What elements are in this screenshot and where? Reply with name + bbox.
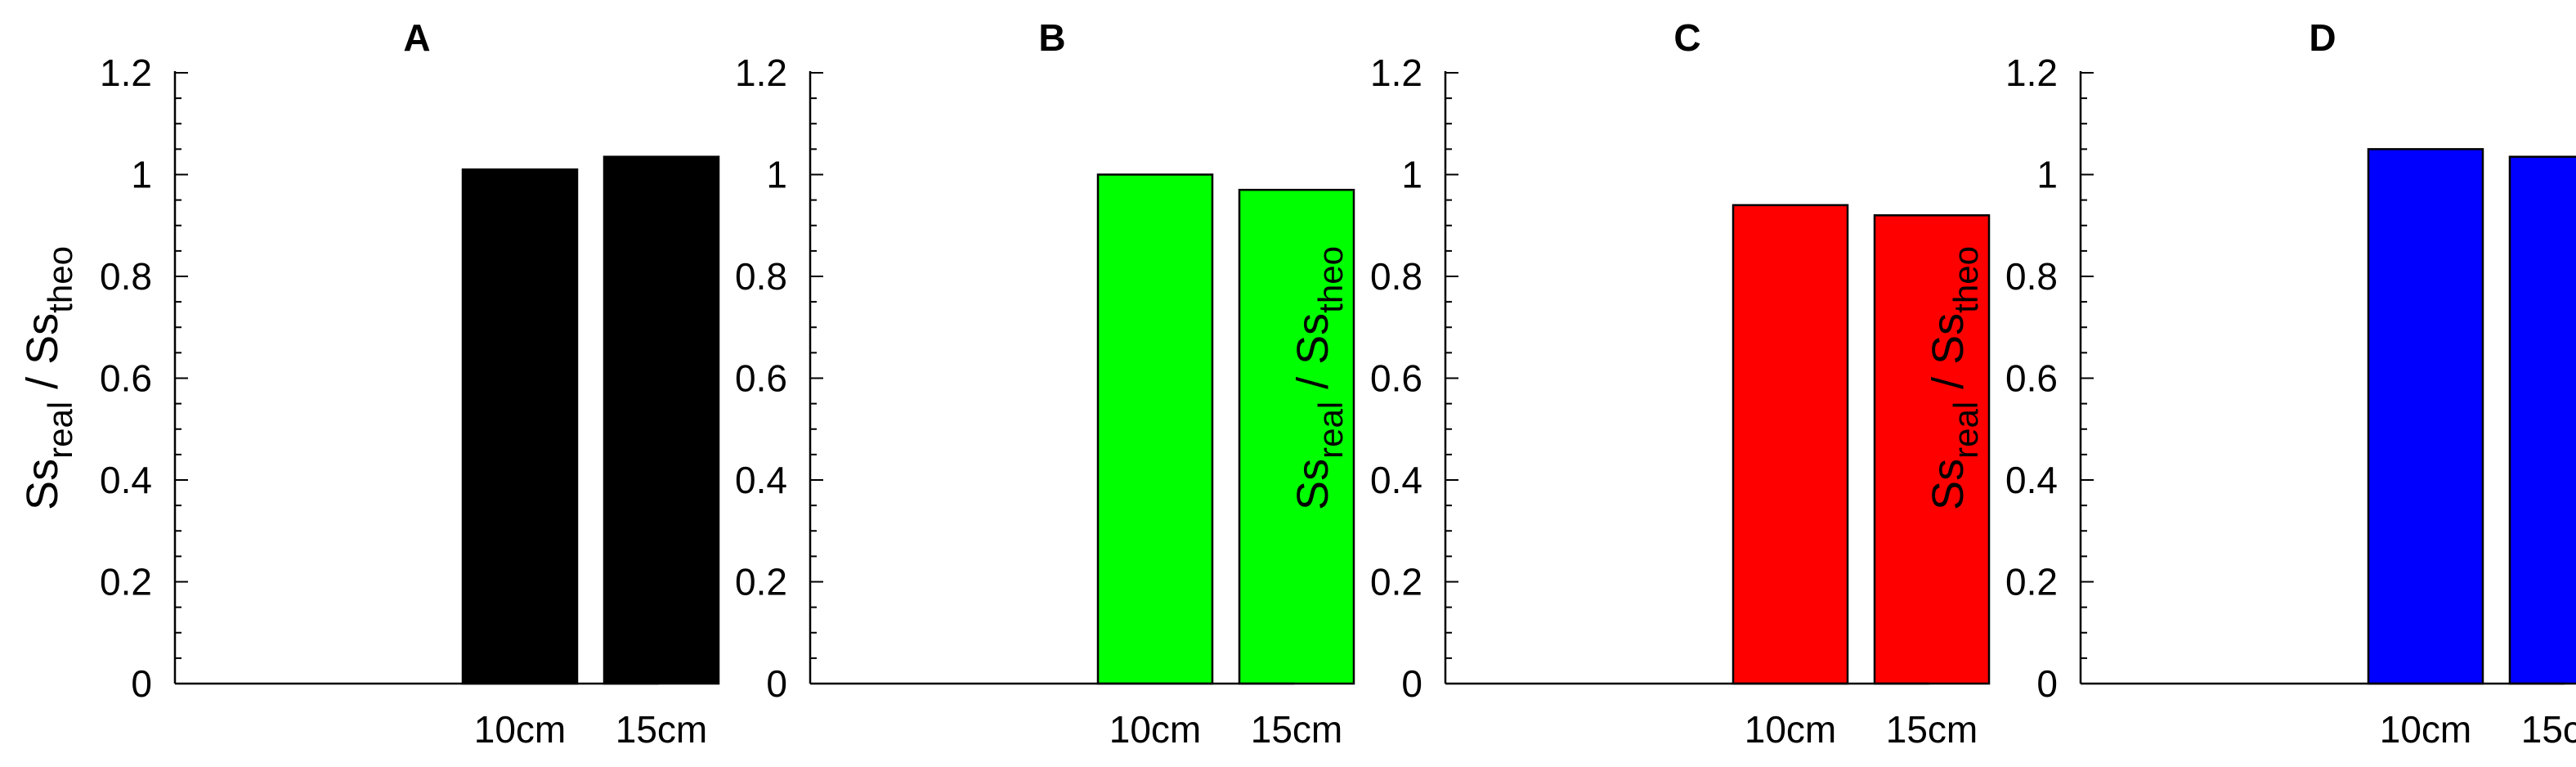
y-axis-label: Ssreal / Sstheo [18,246,79,510]
y-axis-label: Ssreal / Sstheo [1924,246,1985,510]
y-label-sub2: theo [676,246,715,313]
bar-15cm [1238,188,1355,685]
y-label-base: Ss [1288,459,1337,510]
y-tick-label: 0.4 [735,459,787,501]
x-tick-label: 15cm [2521,708,2576,751]
y-axis-label: Ssreal / Sstheo [653,246,715,510]
y-tick-label: 1.2 [2005,52,2058,94]
y-label-base2: Ss [1924,313,1973,365]
y-label-sep: / [18,365,67,401]
y-tick-label: 0 [131,662,152,705]
x-tick-label: 10cm [1109,708,1201,751]
panel-title: D [2309,16,2336,59]
x-tick-label: 15cm [1251,708,1342,751]
y-label-base: Ss [18,459,67,510]
panel-title: A [403,16,430,59]
bar-10cm [461,168,579,685]
y-label-sub1: real [1311,401,1350,459]
y-tick-label: 1 [766,154,787,196]
y-tick-label: 1 [1401,154,1422,196]
y-tick-label: 0.2 [735,561,787,603]
x-tick-label: 10cm [1745,708,1836,751]
y-tick-label: 0.8 [735,255,787,298]
y-label-sub1: real [676,401,715,459]
y-label-sub2: theo [1311,246,1350,313]
x-tick-label: 10cm [474,708,566,751]
y-tick-label: 0.2 [1370,561,1422,603]
x-tick-label: 15cm [616,708,707,751]
y-label-sep: / [1924,365,1973,401]
y-tick-label: 1 [131,154,152,196]
y-tick-label: 0.4 [1370,459,1422,501]
y-tick-label: 0.6 [2005,357,2058,400]
y-tick-label: 0.6 [735,357,787,400]
bar-15cm [1873,214,1991,685]
y-label-sub2: theo [1947,246,1985,313]
y-tick-label: 0.6 [100,357,152,400]
y-tick-label: 0 [766,662,787,705]
y-label-sub1: real [41,401,79,459]
panel-title: C [1673,16,1700,59]
bar-10cm [1096,173,1214,685]
y-tick-label: 0.4 [2005,459,2058,501]
y-label-base2: Ss [1288,313,1337,365]
bar-15cm [2508,155,2576,685]
y-label-base: Ss [1924,459,1973,510]
y-axis-label: Ssreal / Sstheo [1288,246,1350,510]
y-tick-label: 0.4 [100,459,152,501]
bar-15cm [603,155,720,685]
y-label-sep: / [1288,365,1337,401]
y-tick-label: 0.2 [2005,561,2058,603]
y-tick-label: 0 [1401,662,1422,705]
x-tick-label: 10cm [2380,708,2471,751]
y-label-sep: / [653,365,702,401]
y-tick-label: 0.6 [1370,357,1422,400]
y-tick-label: 0 [2036,662,2058,705]
y-label-base2: Ss [18,313,67,365]
y-label-base2: Ss [653,313,702,365]
y-tick-label: 1.2 [100,52,152,94]
panel-title: B [1038,16,1065,59]
y-tick-label: 0.8 [2005,255,2058,298]
y-label-base: Ss [653,459,702,510]
x-tick-label: 15cm [1886,708,1978,751]
y-label-sub2: theo [41,246,79,313]
y-tick-label: 1.2 [735,52,787,94]
y-tick-label: 0.2 [100,561,152,603]
bar-10cm [2367,148,2484,685]
bar-10cm [1732,204,1849,685]
y-label-sub1: real [1947,401,1985,459]
y-tick-label: 0.8 [1370,255,1422,298]
y-tick-label: 1.2 [1370,52,1422,94]
y-tick-label: 0.8 [100,255,152,298]
y-tick-label: 1 [2036,154,2058,196]
